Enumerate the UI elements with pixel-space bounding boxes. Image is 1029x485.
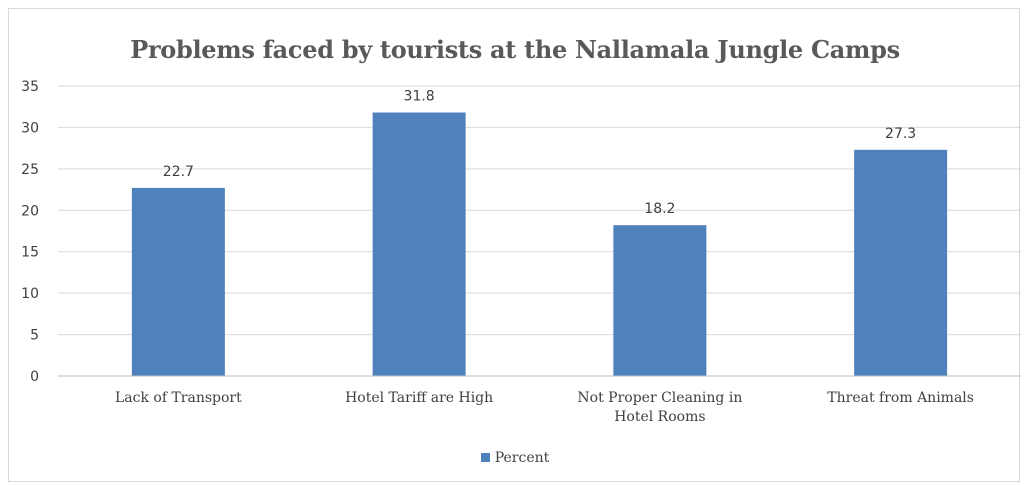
category-label: Threat from Animals: [827, 390, 974, 406]
bar: [131, 187, 225, 376]
legend-swatch: [480, 452, 490, 462]
legend: Percent: [9, 450, 1021, 466]
bar: [372, 112, 466, 376]
data-label: 31.8: [404, 89, 435, 105]
y-tick-label: 5: [30, 328, 39, 344]
category-label: Not Proper Cleaning in Hotel Rooms: [577, 390, 742, 425]
y-tick-label: 35: [21, 79, 39, 95]
y-tick-label: 10: [21, 286, 39, 302]
legend-label: Percent: [494, 450, 550, 466]
y-tick-label: 30: [21, 120, 39, 136]
plot-area: 0 5 10 15 20 25 30 35 22.7 Lack of Transport 31.8 H…: [21, 79, 1021, 425]
category-label: Hotel Tariff are High: [345, 390, 493, 406]
data-label: 18.2: [644, 201, 675, 217]
y-tick-label: 20: [21, 203, 39, 219]
bar: [613, 225, 707, 376]
chart-frame: Problems faced by tourists at the Nallam…: [8, 8, 1021, 482]
chart-title: Problems faced by tourists at the Nallam…: [130, 35, 900, 64]
y-tick-label: 25: [21, 162, 39, 178]
data-label: 22.7: [163, 164, 194, 180]
y-tick-label: 15: [21, 245, 39, 261]
y-tick-label: 0: [30, 369, 39, 385]
category-label: Lack of Transport: [115, 390, 242, 406]
bar: [854, 149, 948, 376]
data-label: 27.3: [885, 126, 916, 142]
